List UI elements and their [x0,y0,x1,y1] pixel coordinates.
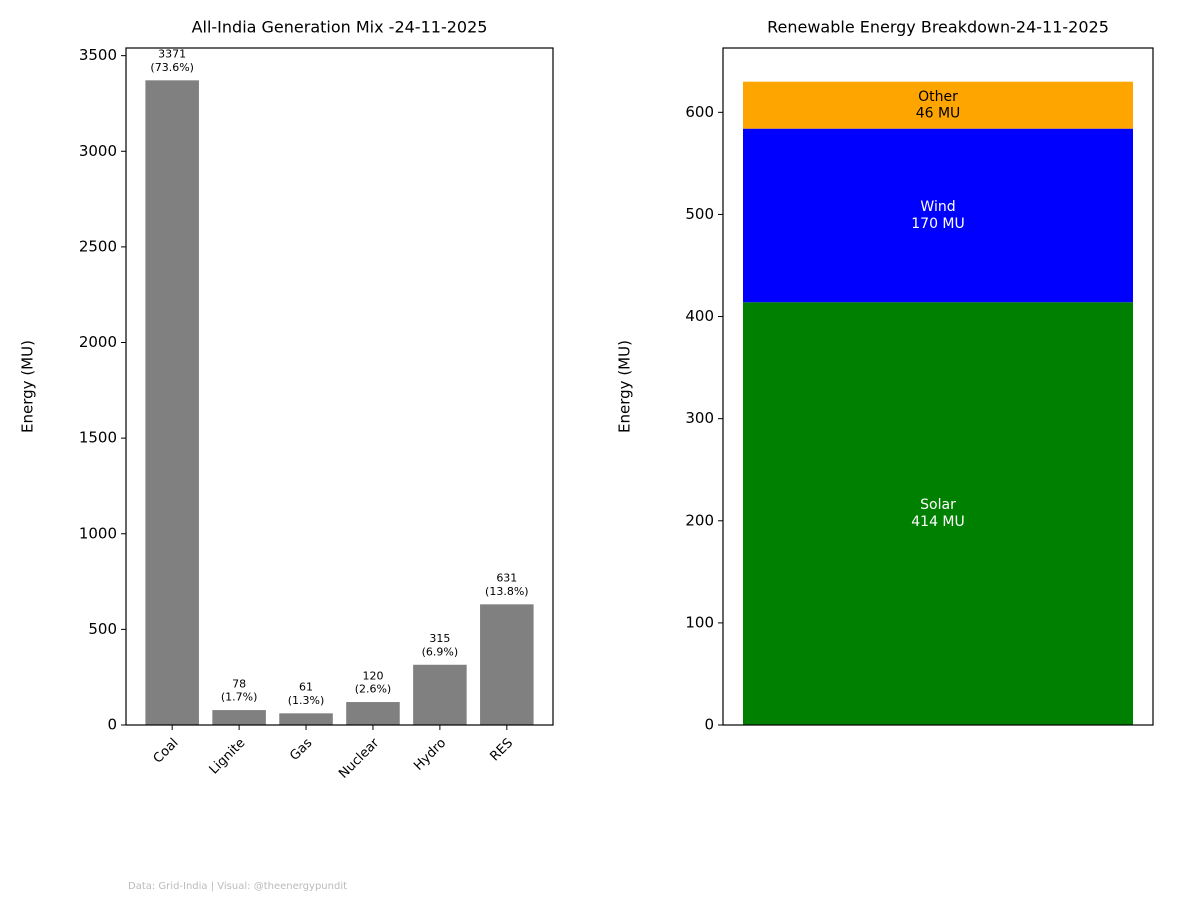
bar-segment [743,302,1133,725]
footer: Data: Grid-India | Visual: @theenergypun… [128,881,347,892]
x-tick-label: Gas [287,736,315,764]
y-tick-label: 0 [704,716,714,734]
y-tick-label: 3000 [79,142,117,160]
segment-label: Wind 170 MU [911,199,965,232]
x-tick-label: Nuclear [336,735,382,781]
y-tick-label: 100 [685,613,714,631]
y-tick-label: 2500 [79,237,117,255]
y-tick-label: 500 [685,205,714,223]
y-tick-label: 500 [88,620,117,638]
value-label: 631 (13.8%) [485,572,529,598]
segment-label: Other 46 MU [916,89,961,122]
y-tick-label: 2000 [79,333,117,351]
y-axis-label: Energy (MU) [19,340,37,433]
y-tick-label: 1500 [79,429,117,447]
bar [480,604,534,725]
y-tick-label: 300 [685,409,714,427]
x-tick-label: Coal [151,736,182,767]
bar [413,664,467,725]
x-tick-label: Hydro [411,736,449,774]
bar [279,713,333,725]
value-label: 78 (1.7%) [221,677,258,703]
y-tick-label: 1000 [79,524,117,542]
segment-name: Solar [920,497,956,513]
chart-title: Renewable Energy Breakdown-24-11-2025 [767,18,1109,37]
y-axis-label: Energy (MU) [616,340,634,433]
bar [212,710,266,725]
axes-frame [722,47,1154,726]
value-label: 120 (2.6%) [355,669,392,695]
segment-value: 46 MU [916,106,961,122]
value-label: 61 (1.3%) [288,681,325,707]
y-tick-label: 400 [685,307,714,325]
axes-frame [125,47,554,726]
value-label: 3371 (73.6%) [150,48,194,74]
bar-segment [743,81,1133,129]
segment-name: Other [918,89,958,105]
bar-segment [743,128,1133,303]
y-tick-label: 0 [107,716,117,734]
x-tick-label: Lignite [207,736,249,778]
segment-name: Wind [920,199,955,215]
x-tick-label: RES [487,736,516,765]
segment-value: 414 MU [911,514,965,530]
chart-title: All-India Generation Mix -24-11-2025 [192,18,488,37]
y-tick-label: 200 [685,511,714,529]
segment-value: 170 MU [911,216,965,232]
segment-label: Solar 414 MU [911,497,965,530]
y-tick-label: 600 [685,103,714,121]
value-label: 315 (6.9%) [422,632,459,658]
bar [346,702,400,725]
bar [145,80,199,725]
y-tick-label: 3500 [79,46,117,64]
